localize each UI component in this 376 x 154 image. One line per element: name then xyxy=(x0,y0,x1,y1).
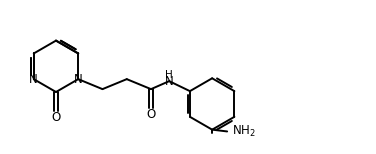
Text: O: O xyxy=(146,108,156,121)
Text: H: H xyxy=(165,70,173,80)
Text: O: O xyxy=(52,111,61,124)
Text: N: N xyxy=(74,73,83,86)
Text: N: N xyxy=(29,73,38,86)
Text: NH$_2$: NH$_2$ xyxy=(232,124,256,139)
Text: N: N xyxy=(165,75,174,88)
